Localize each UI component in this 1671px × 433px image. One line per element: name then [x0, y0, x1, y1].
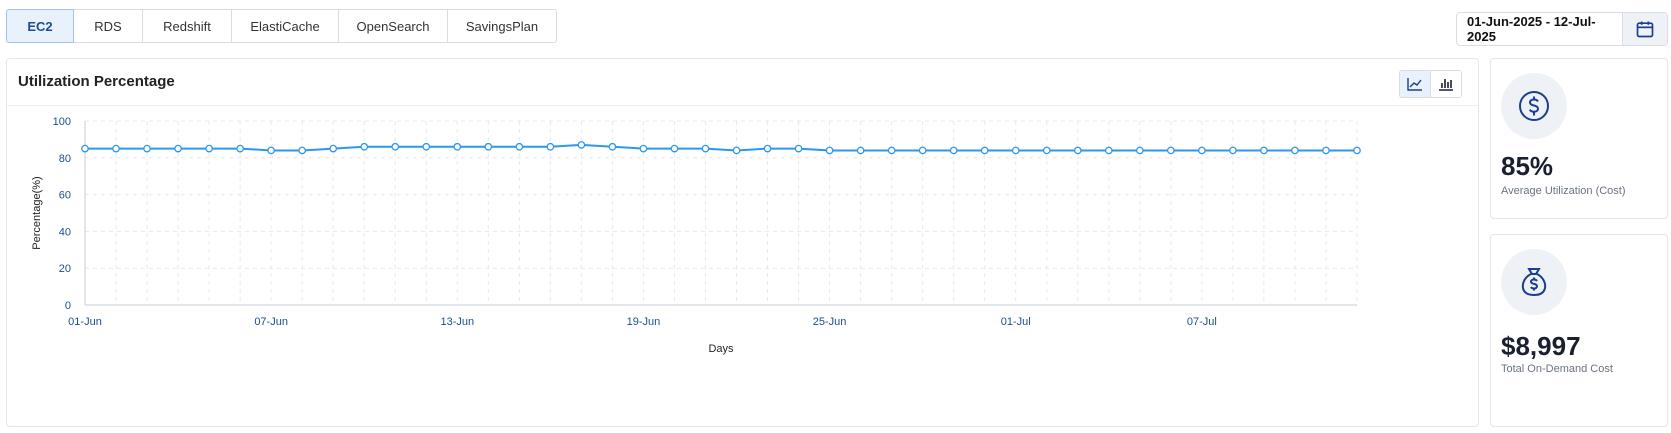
kpi-value: 85% — [1501, 151, 1554, 181]
calendar-icon — [1636, 21, 1654, 38]
data-point — [267, 146, 275, 155]
data-point — [1291, 146, 1299, 155]
data-point — [639, 144, 648, 153]
data-point — [205, 144, 213, 153]
kpi-card-average-utilization: 85% Average Utilization (Cost) — [1490, 58, 1668, 219]
data-point — [701, 144, 710, 153]
data-point — [143, 144, 151, 153]
x-axis-title: Days — [708, 343, 734, 355]
tab-rds[interactable]: RDS — [73, 9, 143, 43]
service-tabs: EC2 RDS Redshift ElastiCache OpenSearch Savin… — [6, 9, 557, 43]
data-point — [949, 146, 958, 155]
tab-savingsplan[interactable]: SavingsPlan — [447, 9, 557, 43]
chart-title: Utilization Percentage — [18, 73, 175, 90]
x-tick-label: 07-Jun — [254, 316, 288, 328]
data-point — [918, 146, 927, 155]
data-point — [670, 144, 679, 153]
y-axis-title: Percentage(%) — [31, 176, 43, 249]
kpi-label: Total On-Demand Cost — [1501, 363, 1613, 375]
chart-header-divider — [7, 105, 1478, 106]
calendar-button[interactable] — [1622, 13, 1667, 45]
data-point — [81, 144, 89, 153]
y-tick-label: 20 — [59, 263, 71, 275]
data-point — [1042, 146, 1051, 155]
data-point — [608, 142, 617, 151]
money-bag-icon — [1521, 268, 1547, 297]
data-point — [825, 146, 834, 155]
utilization-line-chart: 0 20 40 60 80 100 01-Jun 07-Jun 13-Jun 19-Jun 25-J… — [31, 116, 1361, 355]
y-tick-label: 100 — [53, 116, 71, 128]
data-point — [236, 144, 244, 153]
data-point — [1198, 146, 1206, 155]
data-point — [1167, 146, 1175, 155]
data-point — [763, 144, 772, 153]
x-tick-label: 19-Jun — [627, 316, 661, 328]
y-tick-label: 60 — [59, 190, 71, 202]
data-point — [1011, 146, 1020, 155]
y-tick-label: 40 — [59, 226, 71, 238]
dollar-circle-icon — [1519, 91, 1549, 121]
x-tick-label: 07-Jul — [1187, 316, 1217, 328]
kpi-icon-circle — [1501, 249, 1567, 315]
data-point — [360, 142, 369, 151]
tab-redshift[interactable]: Redshift — [142, 9, 232, 43]
data-point — [298, 146, 307, 155]
data-point — [174, 144, 182, 153]
tab-elasticache[interactable]: ElastiCache — [231, 9, 339, 43]
data-point — [422, 142, 431, 151]
x-tick-label: 25-Jun — [813, 316, 847, 328]
line-chart-icon — [1407, 78, 1422, 91]
kpi-label: Average Utilization (Cost) — [1501, 185, 1626, 197]
utilization-series-line — [85, 143, 1357, 152]
tab-ec2[interactable]: EC2 — [6, 9, 74, 43]
data-point — [329, 144, 338, 153]
data-point — [980, 146, 989, 155]
data-point — [1229, 146, 1237, 155]
date-range-picker[interactable]: 01-Jun-2025 - 12-Jul-2025 — [1456, 12, 1668, 46]
date-range-label[interactable]: 01-Jun-2025 - 12-Jul-2025 — [1467, 14, 1596, 44]
data-point — [484, 142, 493, 151]
data-point — [887, 146, 896, 155]
data-point — [1104, 146, 1113, 155]
data-point — [577, 141, 586, 149]
data-point — [1322, 146, 1330, 155]
data-point — [546, 142, 555, 151]
kpi-value: $8,997 — [1501, 331, 1581, 361]
x-tick-label: 01-Jul — [1001, 316, 1031, 328]
data-point — [515, 142, 524, 151]
kpi-icon-circle — [1501, 73, 1567, 139]
data-point — [1260, 146, 1268, 155]
data-point — [391, 142, 400, 151]
data-point — [732, 146, 741, 155]
kpi-card-total-on-demand-cost: $8,997 Total On-Demand Cost — [1490, 234, 1668, 427]
chart-view-toggle — [1399, 70, 1462, 98]
data-point — [794, 144, 803, 153]
data-point — [1353, 146, 1361, 155]
data-point — [112, 144, 120, 153]
data-point — [1135, 146, 1144, 155]
data-point — [856, 146, 865, 155]
y-tick-label: 0 — [65, 300, 71, 312]
x-tick-label: 13-Jun — [440, 316, 474, 328]
bar-chart-toggle-button[interactable] — [1430, 71, 1461, 97]
y-tick-label: 80 — [59, 153, 71, 165]
utilization-chart-card: Utilization Percentage 0 20 40 60 80 100 01-Ju… — [6, 58, 1479, 427]
tab-opensearch[interactable]: OpenSearch — [338, 9, 448, 43]
data-point — [453, 142, 462, 151]
data-point — [1073, 146, 1082, 155]
bar-chart-icon — [1439, 79, 1453, 91]
x-tick-label: 01-Jun — [68, 316, 102, 328]
line-chart-toggle-button[interactable] — [1400, 71, 1430, 97]
